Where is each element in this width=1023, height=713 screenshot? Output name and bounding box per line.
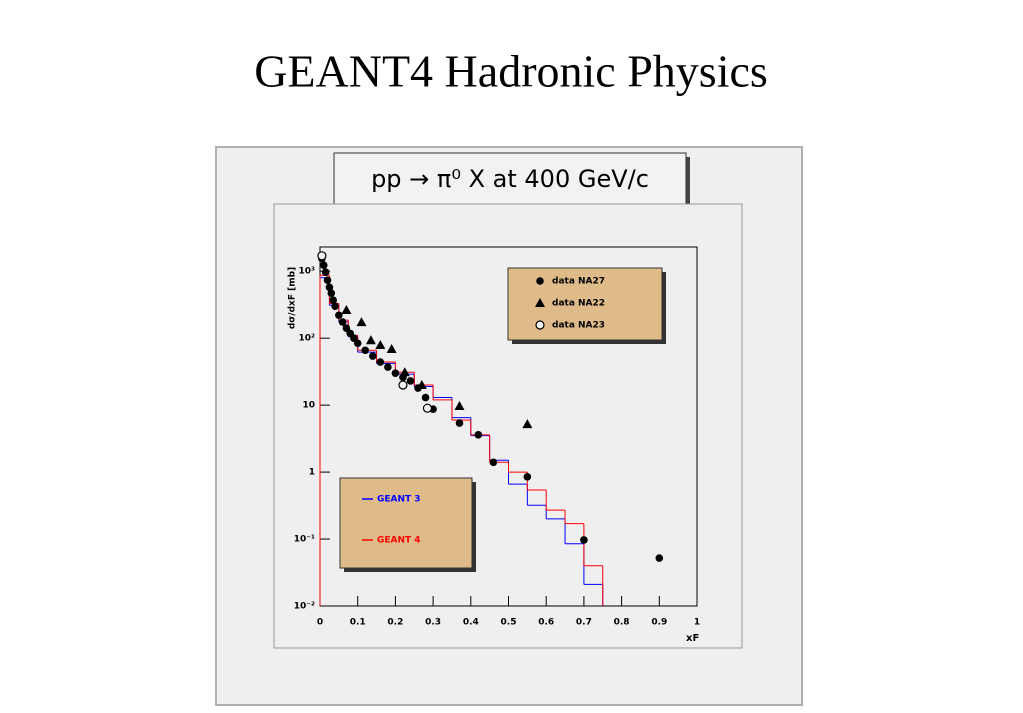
x-tick-label: 0.5 [501, 618, 517, 628]
point [523, 473, 532, 481]
legend-label: data NA22 [552, 299, 605, 309]
point [376, 358, 385, 366]
slide-title: GEANT4 Hadronic Physics [254, 46, 768, 97]
title-box [333, 152, 687, 205]
x-tick-label: 1 [694, 618, 700, 628]
y-axis-label: dσ/dxF [mb] [288, 267, 298, 329]
legend-marker [535, 320, 545, 330]
y-tick-label: 10³ [299, 267, 316, 277]
y-tick-label: 10² [299, 334, 316, 344]
triangle-point [399, 367, 410, 377]
triangle-point [341, 305, 352, 315]
point [421, 393, 430, 402]
triangle-point [375, 340, 386, 350]
legend-label: GEANT 4 [377, 536, 421, 546]
y-tick-label: 10⁻¹ [294, 535, 315, 545]
x-tick-label: 0.2 [387, 618, 403, 628]
x-tick-label: 0.1 [350, 618, 366, 628]
point [321, 268, 330, 277]
point [353, 339, 362, 348]
point [391, 369, 400, 377]
point [489, 458, 498, 467]
point [368, 352, 377, 360]
x-axis-label: xF [686, 633, 699, 644]
x-tick-label: 0.8 [614, 618, 630, 628]
legend-marker [536, 277, 544, 285]
y-tick-label: 10⁻² [294, 602, 315, 612]
point [323, 276, 332, 284]
triangle-point [416, 379, 427, 389]
chart-title: pp → π⁰ X at 400 GeV/c [371, 165, 649, 193]
triangle-point [386, 343, 397, 353]
point [329, 296, 337, 304]
legend-box [339, 477, 473, 569]
point [338, 318, 347, 326]
x-tick-label: 0.6 [538, 618, 554, 628]
point [655, 554, 664, 562]
legend-box [507, 267, 663, 341]
triangle-point [454, 401, 465, 411]
point [327, 289, 336, 297]
y-tick-label: 1 [309, 468, 315, 478]
x-tick-label: 0 [317, 618, 323, 628]
point [361, 346, 370, 355]
point [384, 363, 392, 371]
triangle-point [365, 335, 376, 345]
triangle-point [522, 419, 533, 429]
point [319, 261, 328, 270]
y-tick-label: 10 [302, 401, 315, 411]
legend-label: GEANT 3 [377, 495, 421, 505]
point [406, 377, 415, 385]
x-tick-label: 0.3 [425, 618, 441, 628]
point [335, 311, 343, 320]
x-tick-label: 0.4 [463, 618, 479, 628]
point [580, 536, 588, 544]
open-point [317, 251, 327, 261]
legend-marker [535, 298, 545, 307]
legend-label: data NA27 [552, 277, 605, 287]
triangle-point [356, 317, 367, 327]
x-tick-label: 0.9 [651, 618, 667, 628]
legend-label: data NA23 [552, 321, 605, 331]
point [455, 419, 464, 427]
open-point [422, 403, 433, 413]
x-tick-label: 0.7 [576, 618, 592, 628]
point [331, 302, 339, 311]
open-point [398, 380, 408, 390]
point [474, 431, 483, 439]
point [325, 283, 334, 292]
